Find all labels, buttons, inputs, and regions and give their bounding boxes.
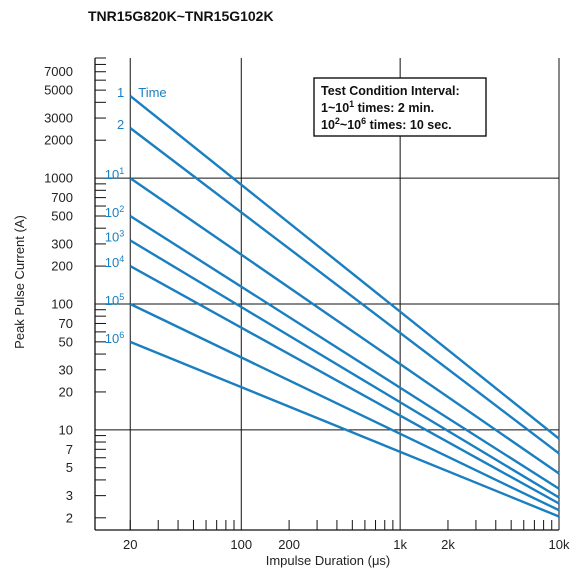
y-tick-label: 500: [51, 208, 73, 223]
series-label: 101: [105, 166, 124, 182]
y-tick-label: 300: [51, 236, 73, 251]
y-tick-label: 700: [51, 190, 73, 205]
series-label: 102: [105, 204, 124, 220]
minor-ticks: [95, 57, 553, 530]
y-tick-label: 50: [59, 334, 73, 349]
series-label: 106: [105, 330, 124, 346]
series-labels: 1 2 101 102 103 104 105 106 Time: [105, 85, 167, 346]
y-axis-label: Peak Pulse Current (A): [12, 215, 27, 349]
chart-title: TNR15G820K~TNR15G102K: [88, 8, 274, 24]
tick-labels: 20 100 200 1k 2k 10k 2 3 5 7 10 20 30 50 70 100 200 300 50…: [44, 64, 570, 552]
grid-layer: [94, 58, 560, 531]
y-tick-label: 5000: [44, 83, 73, 98]
y-tick-label: 7000: [44, 64, 73, 79]
y-tick-label: 3000: [44, 111, 73, 126]
series-label: 1: [117, 85, 124, 100]
y-tick-label: 30: [59, 362, 73, 377]
annotation-line-3: 102~106 times: 10 sec.: [321, 116, 452, 132]
y-tick-label: 5: [66, 460, 73, 475]
x-axis-label: Impulse Duration (μs): [266, 553, 391, 568]
series-title: Time: [138, 85, 166, 100]
annotation-line-1: Test Condition Interval:: [321, 84, 460, 98]
y-tick-label: 2: [66, 510, 73, 525]
series-label: 103: [105, 228, 124, 244]
series-layer: [129, 94, 560, 518]
x-tick-label: 20: [123, 537, 137, 552]
x-tick-label: 2k: [441, 537, 455, 552]
annotation-box: Test Condition Interval: 1~101 times: 2 …: [313, 77, 487, 137]
series-label: 105: [105, 292, 124, 308]
y-tick-label: 2000: [44, 133, 73, 148]
y-tick-label: 1000: [44, 171, 73, 186]
series-line: [129, 214, 560, 490]
x-tick-label: 1k: [393, 537, 407, 552]
x-tick-label: 100: [230, 537, 252, 552]
series-label: 104: [105, 254, 124, 270]
y-tick-label: 10: [59, 422, 73, 437]
x-tick-label: 10k: [549, 537, 570, 552]
series-line: [129, 94, 560, 440]
series-label: 2: [117, 117, 124, 132]
y-tick-label: 7: [66, 442, 73, 457]
series-line: [129, 127, 560, 455]
series-line: [129, 177, 560, 475]
y-tick-label: 3: [66, 488, 73, 503]
y-tick-label: 200: [51, 259, 73, 274]
series-line: [129, 239, 560, 499]
series-line: [129, 340, 560, 518]
series-line: [129, 302, 560, 512]
annotation-line-2: 1~101 times: 2 min.: [321, 99, 434, 115]
series-line: [129, 265, 560, 505]
y-tick-label: 100: [51, 296, 73, 311]
x-tick-label: 200: [278, 537, 300, 552]
y-tick-label: 70: [59, 316, 73, 331]
y-tick-label: 20: [59, 384, 73, 399]
